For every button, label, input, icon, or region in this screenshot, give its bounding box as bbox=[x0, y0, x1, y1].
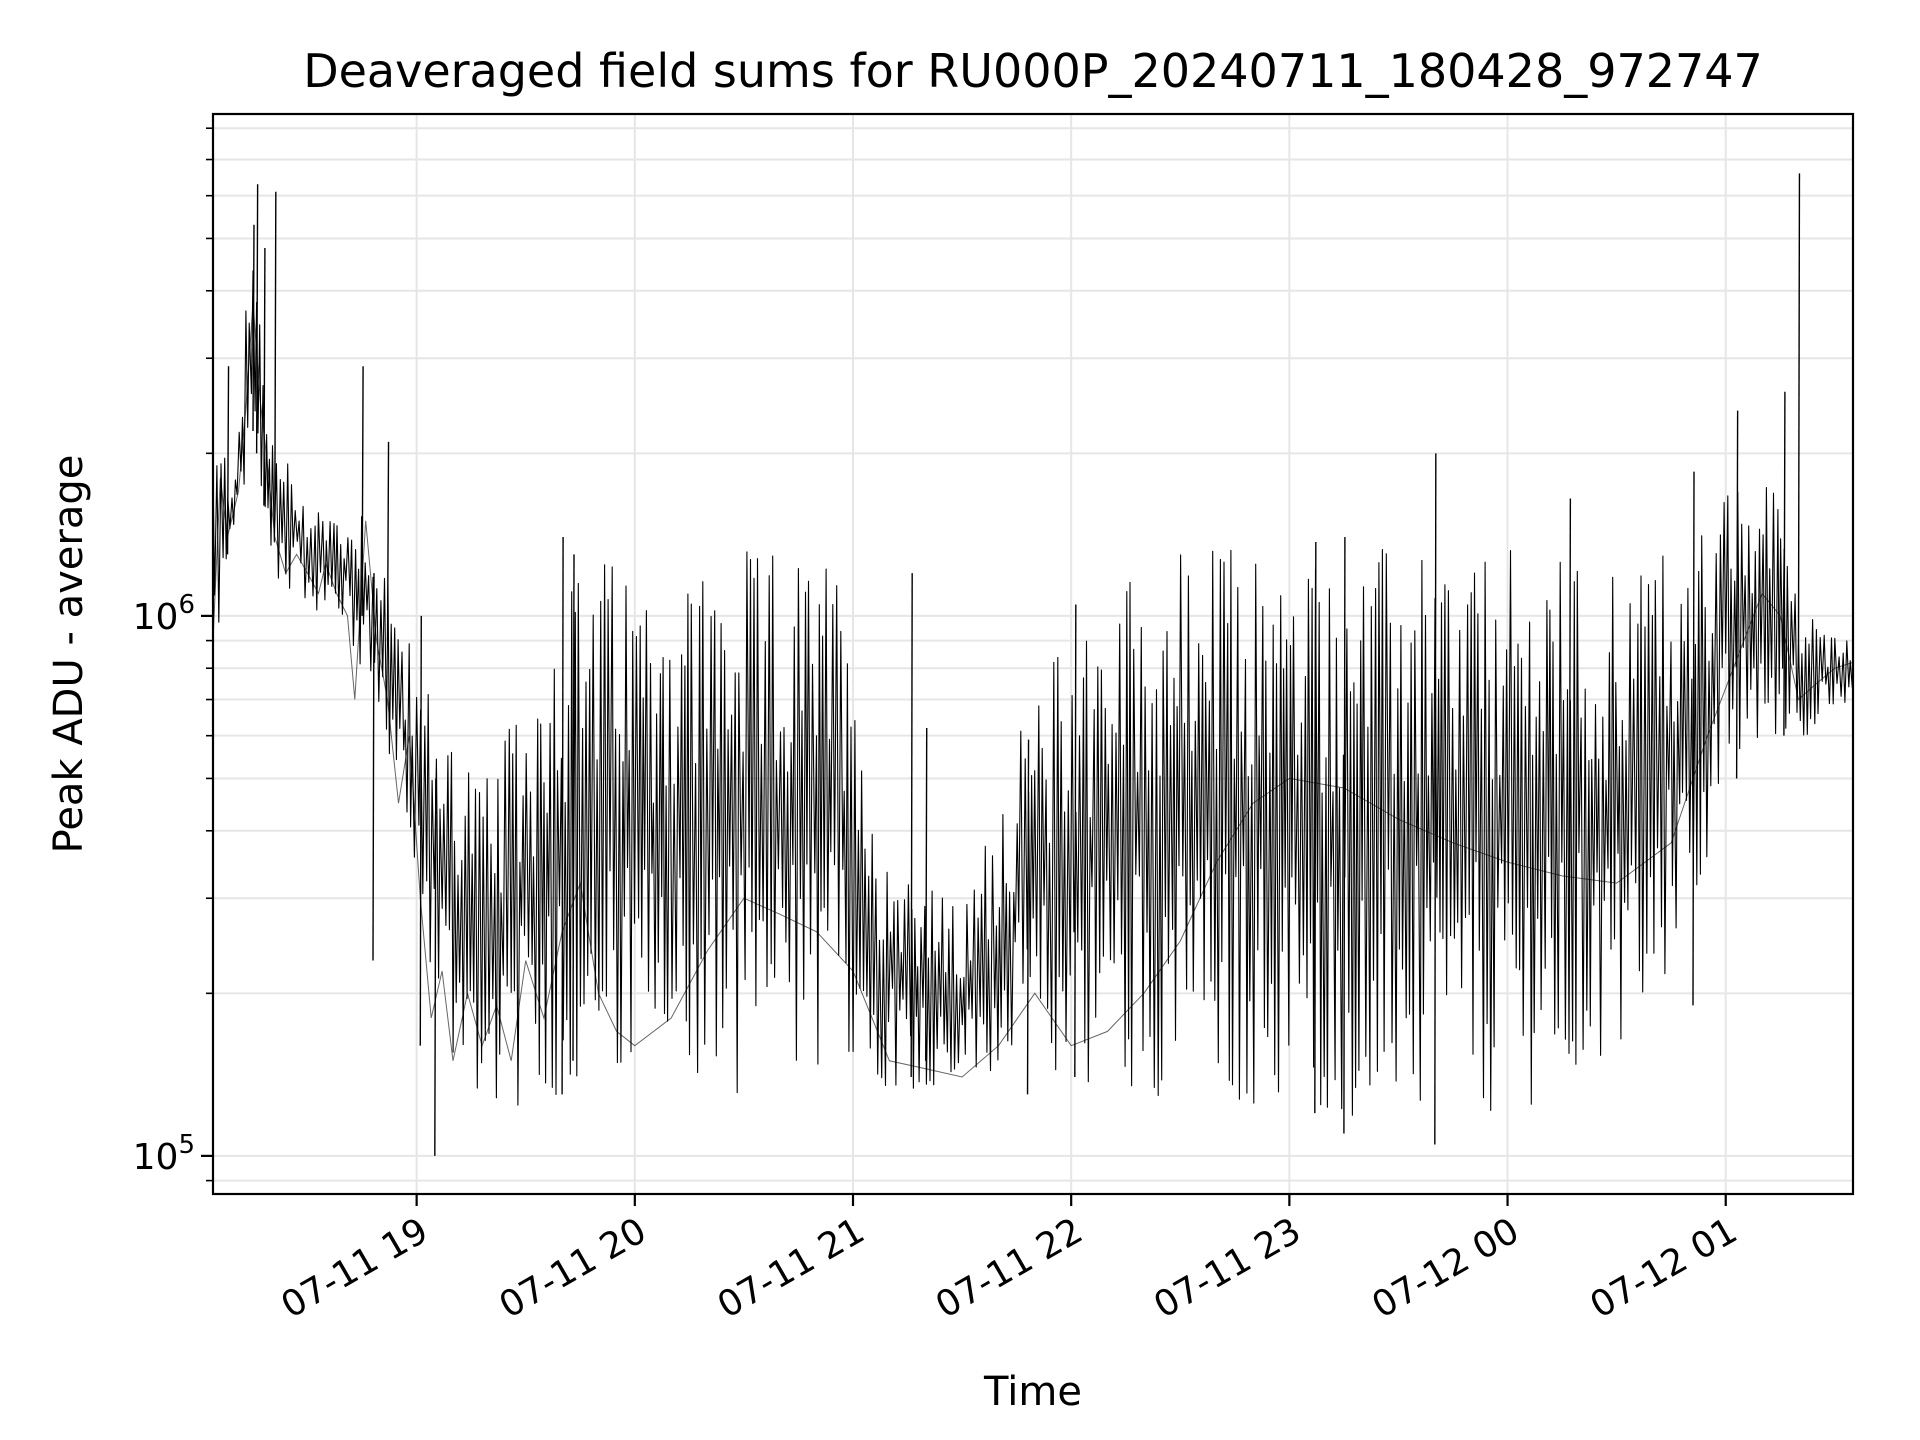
series-spike bbox=[1735, 410, 1739, 779]
series-spike bbox=[925, 727, 928, 1061]
y-tick-label: 105 bbox=[133, 1130, 195, 1178]
series-spike bbox=[372, 573, 375, 961]
series-spike bbox=[255, 184, 259, 454]
series-line bbox=[212, 302, 1854, 1078]
series-spike bbox=[1343, 536, 1346, 1134]
series-spike bbox=[434, 778, 437, 1156]
series-spike bbox=[1797, 173, 1801, 669]
x-axis-label: Time bbox=[983, 1369, 1082, 1415]
series-spike bbox=[572, 554, 575, 1061]
series bbox=[212, 173, 1854, 1156]
series-spike bbox=[1314, 542, 1317, 1114]
series-spike bbox=[386, 441, 390, 641]
series-spike bbox=[1026, 739, 1030, 1095]
series-trace bbox=[212, 270, 1853, 1116]
series-spike bbox=[361, 366, 364, 616]
series-spike bbox=[1434, 453, 1437, 1145]
series-spike bbox=[252, 224, 255, 431]
plot-area bbox=[213, 114, 1853, 1194]
series-spike bbox=[910, 573, 913, 1077]
chart-title: Deaveraged field sums for RU000P_2024071… bbox=[303, 44, 1763, 98]
series-spike bbox=[1568, 498, 1572, 915]
series-spike bbox=[1692, 471, 1695, 1006]
series-spike bbox=[1783, 391, 1786, 736]
y-tick-label: 106 bbox=[133, 590, 195, 638]
series-spike bbox=[226, 366, 230, 555]
series-spike bbox=[561, 536, 564, 1095]
series-spike bbox=[274, 191, 277, 521]
plot-frame bbox=[211, 112, 1855, 1196]
series-spike bbox=[419, 615, 422, 1046]
y-axis-label: Peak ADU - average bbox=[46, 455, 92, 854]
series-spike bbox=[1074, 604, 1077, 1077]
series-spike bbox=[263, 248, 266, 506]
